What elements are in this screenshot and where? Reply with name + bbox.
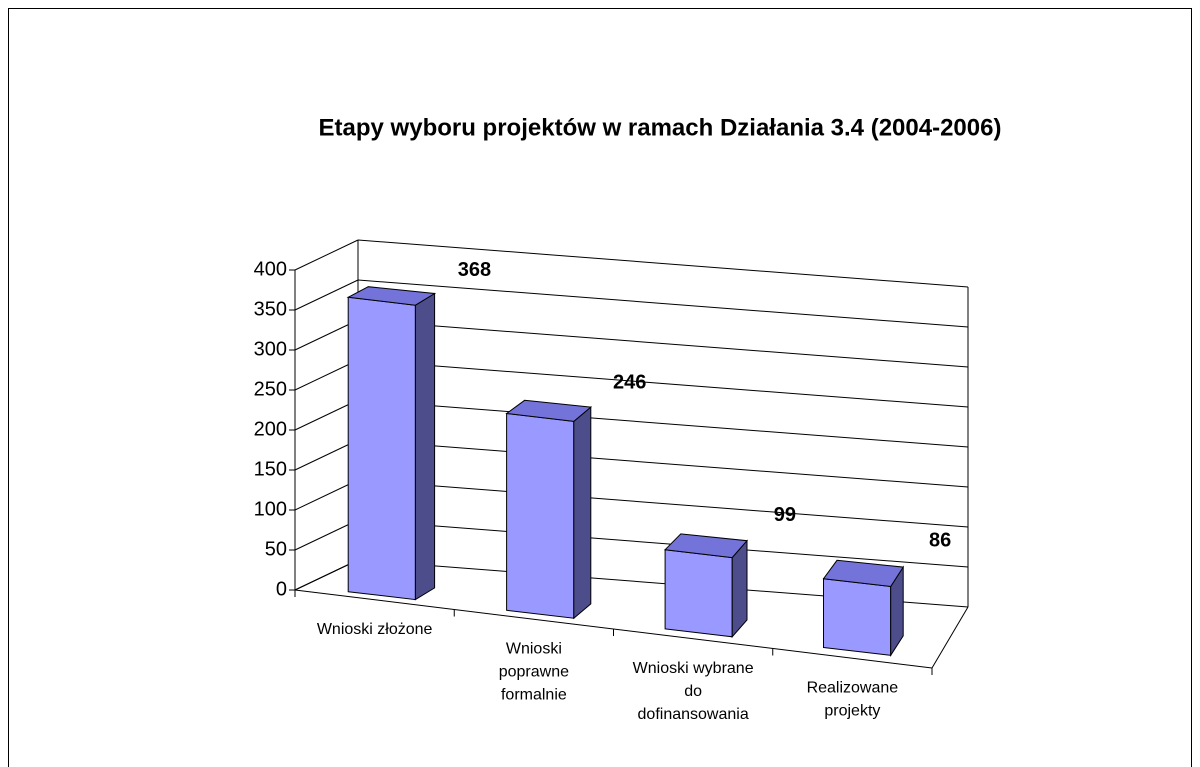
grid-line <box>357 479 969 528</box>
data-label: 246 <box>613 372 646 394</box>
grid-line <box>357 239 969 288</box>
y-tick-label: 250 <box>254 378 287 400</box>
data-label: 368 <box>458 259 491 281</box>
y-tick-label: 300 <box>254 338 287 360</box>
grid-line <box>357 359 969 408</box>
x-tick-label: Wnioski wybrane do dofinansowania <box>633 660 754 723</box>
grid-line <box>357 319 969 368</box>
bar-top <box>664 533 749 559</box>
floor-edge <box>931 606 969 669</box>
x-tick-label: Wnioski złożone <box>317 621 433 638</box>
bar-top <box>346 286 437 306</box>
y-tick-label: 350 <box>254 298 287 320</box>
y-tick-label: 0 <box>276 578 287 600</box>
grid-line <box>294 439 359 471</box>
grid-line <box>294 399 359 431</box>
bar-top <box>505 399 593 422</box>
grid-line <box>357 439 969 488</box>
y-tick-label: 50 <box>265 538 287 560</box>
frame <box>8 8 1192 767</box>
grid-line <box>294 319 359 351</box>
grid-line <box>294 479 359 511</box>
x-tick-label: Realizowane projekty <box>807 679 899 719</box>
bar-front <box>347 296 416 601</box>
bar-front <box>506 412 575 619</box>
data-label: 86 <box>929 529 951 551</box>
grid-line <box>294 239 359 271</box>
y-tick-label: 200 <box>254 418 287 440</box>
grid-line <box>294 279 359 311</box>
grid-line <box>294 559 359 591</box>
grid-line <box>357 519 969 568</box>
chart-title: Etapy wyboru projektów w ramach Działani… <box>319 114 1002 141</box>
grid-line <box>294 359 359 391</box>
bar-top <box>822 559 905 588</box>
data-label: 99 <box>774 504 796 526</box>
bar-side <box>414 292 436 601</box>
grid-line <box>357 279 969 328</box>
grid-line <box>294 519 359 551</box>
y-tick-label: 150 <box>254 458 287 480</box>
grid-line <box>357 399 969 448</box>
bar-side <box>573 406 592 620</box>
x-tick-label: Wnioski poprawne formalnie <box>499 640 569 703</box>
bar-front <box>823 578 892 656</box>
y-tick-label: 400 <box>254 258 287 280</box>
y-tick-label: 100 <box>254 498 287 520</box>
bar-front <box>664 549 733 638</box>
